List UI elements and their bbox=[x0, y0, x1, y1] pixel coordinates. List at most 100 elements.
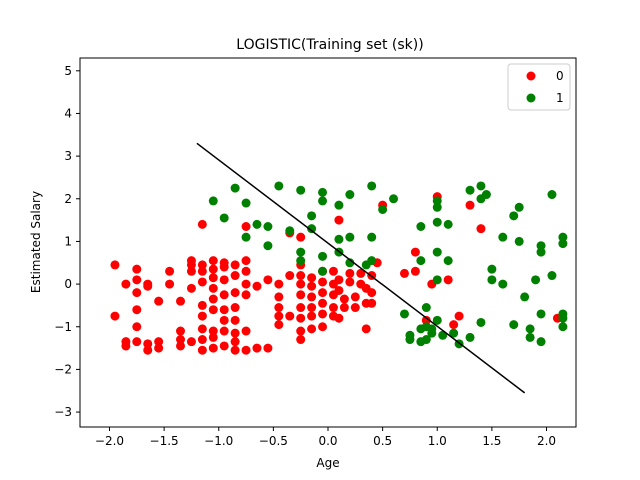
legend: 0 1 bbox=[507, 63, 571, 111]
point-class-0-20 bbox=[176, 296, 186, 306]
point-class-0-24 bbox=[186, 337, 196, 347]
point-class-0-28 bbox=[186, 283, 196, 293]
y-tick-label: −1 bbox=[54, 320, 72, 334]
point-class-0-136 bbox=[454, 311, 464, 321]
y-tick-label: 3 bbox=[64, 149, 72, 163]
point-class-0-29 bbox=[197, 260, 207, 270]
x-axis-label: Age bbox=[316, 456, 339, 470]
point-class-1-71 bbox=[536, 309, 546, 319]
point-class-0-44 bbox=[208, 326, 218, 336]
point-class-0-8 bbox=[132, 305, 142, 315]
point-class-1-48 bbox=[443, 219, 453, 229]
point-class-0-33 bbox=[197, 311, 207, 321]
point-class-0-62 bbox=[230, 345, 240, 355]
point-class-0-101 bbox=[318, 309, 328, 319]
plot-frame bbox=[79, 57, 577, 428]
point-class-1-42 bbox=[432, 202, 442, 212]
point-class-0-51 bbox=[219, 305, 229, 315]
point-class-1-2 bbox=[230, 183, 240, 193]
point-class-1-63 bbox=[514, 202, 524, 212]
point-class-0-69 bbox=[241, 345, 251, 355]
point-class-1-17 bbox=[318, 251, 328, 261]
point-class-1-45 bbox=[432, 275, 442, 285]
y-tick-label: −3 bbox=[54, 405, 72, 419]
point-class-1-3 bbox=[241, 232, 251, 242]
point-class-1-5 bbox=[252, 219, 262, 229]
y-tick-label: 1 bbox=[64, 234, 72, 248]
point-class-1-70 bbox=[536, 247, 546, 257]
point-class-0-112 bbox=[339, 294, 349, 304]
point-class-1-30 bbox=[389, 194, 399, 204]
point-class-0-110 bbox=[334, 285, 344, 295]
legend-marker-1 bbox=[526, 93, 536, 103]
y-tick-label: −2 bbox=[54, 362, 72, 376]
point-class-1-67 bbox=[525, 332, 535, 342]
point-class-0-86 bbox=[296, 290, 306, 300]
point-class-0-39 bbox=[208, 264, 218, 274]
point-class-0-34 bbox=[197, 324, 207, 334]
point-class-0-77 bbox=[274, 311, 284, 321]
point-class-1-31 bbox=[399, 309, 409, 319]
point-class-1-0 bbox=[208, 196, 218, 206]
point-class-0-95 bbox=[307, 311, 317, 321]
point-class-0-58 bbox=[230, 303, 240, 313]
point-class-0-115 bbox=[345, 277, 355, 287]
point-class-0-130 bbox=[410, 266, 420, 276]
point-class-0-37 bbox=[197, 219, 207, 229]
point-class-0-55 bbox=[230, 260, 240, 270]
point-class-0-30 bbox=[197, 266, 207, 276]
point-class-0-4 bbox=[121, 341, 131, 351]
point-class-0-12 bbox=[143, 281, 153, 291]
point-class-1-77 bbox=[558, 313, 568, 323]
point-class-1-41 bbox=[432, 196, 442, 206]
point-class-1-78 bbox=[558, 322, 568, 332]
point-class-0-63 bbox=[241, 222, 251, 231]
point-class-0-59 bbox=[230, 315, 240, 325]
point-class-1-74 bbox=[558, 232, 568, 242]
point-class-0-135 bbox=[449, 320, 459, 330]
point-class-1-28 bbox=[367, 256, 377, 266]
y-tick-label: 5 bbox=[64, 64, 72, 78]
point-class-1-79 bbox=[405, 330, 415, 340]
point-class-0-85 bbox=[296, 279, 306, 289]
point-class-0-93 bbox=[307, 292, 317, 302]
point-class-0-60 bbox=[230, 328, 240, 338]
point-class-0-92 bbox=[307, 281, 317, 291]
point-class-0-15 bbox=[154, 296, 164, 306]
legend-label-1: 1 bbox=[556, 91, 564, 105]
point-class-1-37 bbox=[421, 303, 431, 313]
point-class-0-128 bbox=[399, 268, 409, 278]
point-class-1-52 bbox=[465, 185, 475, 195]
point-class-0-122 bbox=[361, 324, 371, 334]
point-class-1-11 bbox=[296, 247, 306, 257]
point-class-0-6 bbox=[132, 275, 142, 285]
point-class-0-23 bbox=[176, 341, 186, 351]
point-class-0-134 bbox=[443, 275, 453, 285]
point-class-0-98 bbox=[318, 277, 328, 287]
point-class-1-66 bbox=[525, 324, 535, 334]
point-class-1-82 bbox=[536, 337, 546, 347]
x-tick-label: −2.0 bbox=[95, 434, 124, 448]
point-class-1-15 bbox=[318, 187, 328, 197]
point-class-1-22 bbox=[345, 190, 355, 200]
point-class-1-81 bbox=[509, 320, 519, 330]
point-class-0-78 bbox=[274, 320, 284, 330]
point-class-1-14 bbox=[307, 224, 317, 234]
legend-marker-0 bbox=[526, 71, 536, 81]
data-marks bbox=[110, 142, 568, 394]
legend-label-0: 0 bbox=[556, 69, 564, 83]
point-class-0-73 bbox=[263, 343, 273, 353]
point-class-0-111 bbox=[334, 313, 344, 323]
point-class-0-21 bbox=[176, 326, 186, 336]
x-tick-label: −1.0 bbox=[204, 434, 233, 448]
point-class-0-38 bbox=[208, 256, 218, 266]
point-class-0-125 bbox=[367, 298, 377, 308]
point-class-0-109 bbox=[334, 275, 344, 285]
x-tick-label: 0.0 bbox=[318, 434, 337, 448]
point-class-0-96 bbox=[307, 324, 317, 334]
point-class-0-9 bbox=[132, 322, 142, 332]
point-class-1-18 bbox=[318, 266, 328, 276]
point-class-1-23 bbox=[345, 232, 355, 242]
point-class-0-124 bbox=[367, 288, 377, 298]
